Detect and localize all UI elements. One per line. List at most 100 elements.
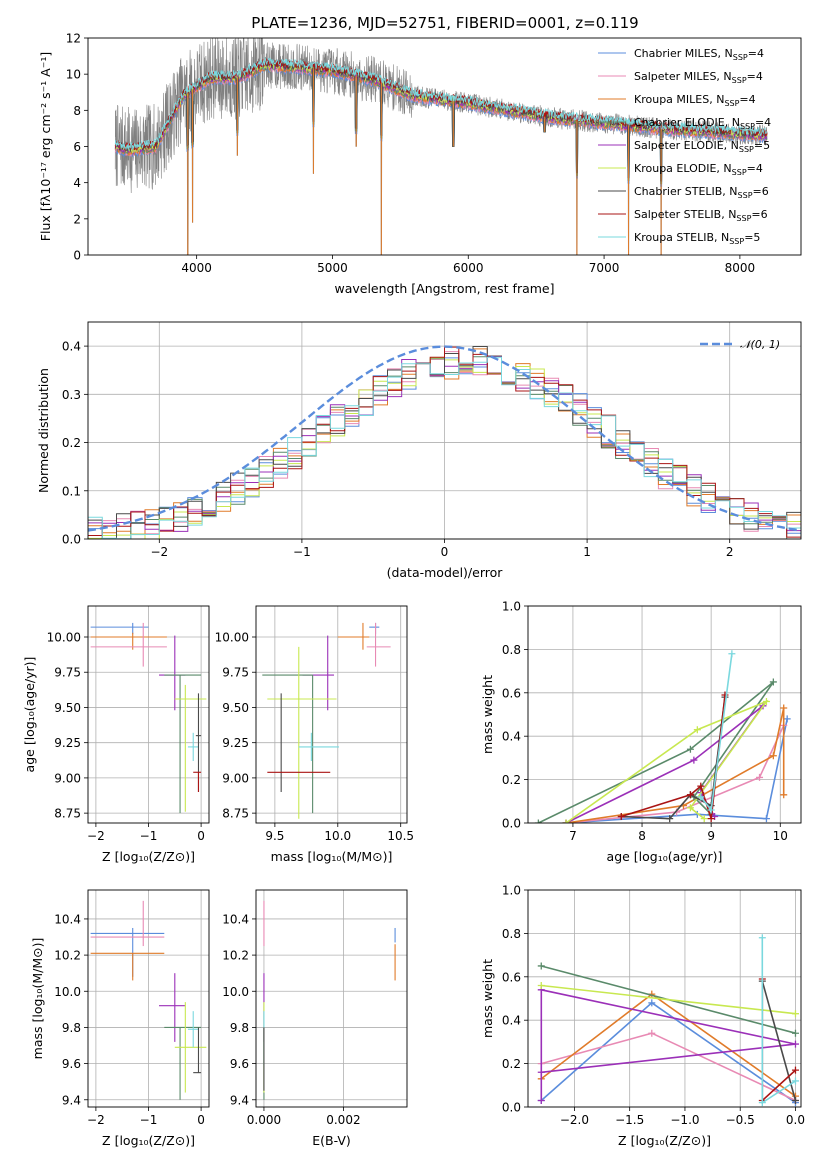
- weight-marker: [686, 791, 694, 799]
- errorbar-point: [193, 771, 202, 792]
- legend-label: Chabrier ELODIE, N: [634, 116, 740, 129]
- errorbar-point: [90, 952, 165, 981]
- y-tick-label: 9.75: [54, 666, 81, 680]
- legend-subscript: SSP: [736, 214, 751, 223]
- errorbar-point: [90, 622, 167, 667]
- histogram-salpeter-stelib: [88, 346, 801, 538]
- weight-marker: [769, 752, 777, 760]
- y-tick-label: 4: [73, 176, 81, 190]
- weight-marker: [780, 704, 788, 712]
- weight-marker: [791, 1040, 799, 1048]
- y-tick-label: 9.6: [62, 1057, 81, 1071]
- weight-marker: [721, 691, 729, 699]
- spectrum-panel: 4000 5000 6000 7000 8000 0 2 4 6 8 10 12 wavelength …: [38, 32, 802, 296]
- x-tick-label: 1: [583, 545, 591, 559]
- y-tick-label: 2: [73, 212, 81, 226]
- x-tick-label: −1: [140, 829, 158, 843]
- model-spectrum-kroupa-stelib: [114, 56, 768, 151]
- weight-marker: [690, 756, 698, 764]
- legend-entry: Kroupa ELODIE, NSSP=4: [634, 162, 763, 177]
- y-tick-label: 1.0: [502, 600, 521, 614]
- legend-label: Chabrier STELIB, N: [634, 185, 738, 198]
- weight-marker: [537, 962, 545, 970]
- y-tick-label: 0.8: [502, 927, 521, 941]
- x-tick-label: 8000: [725, 261, 756, 275]
- x-tick-label: 0.000: [247, 1113, 281, 1127]
- y-tick-label: 10.2: [222, 949, 249, 963]
- y-tick-label: 9.00: [222, 771, 249, 785]
- y-tick-label: 0.0: [502, 1101, 521, 1115]
- x-axis-label: (data-model)/error: [387, 565, 504, 580]
- y-tick-label: 8: [73, 104, 81, 118]
- y-tick-label: 0.3: [62, 388, 81, 402]
- weight-marker: [758, 1099, 766, 1107]
- weight-marker: [707, 806, 715, 814]
- legend-suffix: =5: [744, 231, 760, 244]
- weight-series-kroupa-elodie: [541, 984, 796, 1015]
- legend-label: Kroupa ELODIE, N: [634, 162, 732, 175]
- plot-area: [256, 890, 407, 1107]
- y-tick-label: 0.2: [62, 436, 81, 450]
- weight-lines: [537, 934, 799, 1107]
- normal-reference-curve: [88, 345, 799, 532]
- y-tick-label: 0.4: [502, 730, 521, 744]
- errorbar-point: [267, 646, 337, 819]
- y-tick-label: 0.2: [502, 1057, 521, 1071]
- legend-entry: 𝒩(0, 1): [740, 338, 780, 351]
- x-tick-label: −2.0: [560, 1113, 589, 1127]
- errorbar-point: [193, 1027, 202, 1074]
- x-tick-label: 9.5: [265, 829, 284, 843]
- x-tick-label: 8: [638, 829, 646, 843]
- histograms: [88, 345, 801, 539]
- x-axis-label: Z [log₁₀(Z/Z⊙)]: [618, 1133, 711, 1148]
- errorbar-point: [164, 674, 202, 814]
- y-tick-label: 0: [73, 249, 81, 263]
- errorbar-point: [90, 622, 149, 635]
- x-tick-label: −2: [150, 545, 168, 559]
- weight-marker: [686, 804, 694, 812]
- axes-frame: [87, 889, 210, 1108]
- weight-marker: [537, 1096, 545, 1104]
- weight-series-chabrier-stelib: [761, 980, 797, 1101]
- axes-frame: [255, 605, 408, 824]
- weight-series-chabrier-miles: [565, 718, 788, 823]
- errorbar-point: [262, 674, 314, 814]
- weight-lines: [534, 650, 791, 823]
- legend-suffix: =5: [754, 139, 770, 152]
- weight-marker: [648, 1029, 656, 1037]
- y-axis-label: mass weight: [480, 959, 495, 1038]
- plot-area: [256, 606, 407, 823]
- legend-entry: Salpeter MILES, NSSP=4: [634, 70, 763, 85]
- x-axis-label: age [log₁₀(age/yr)]: [607, 849, 723, 864]
- errorbar-point: [164, 1026, 202, 1100]
- x-tick-label: 0: [197, 829, 205, 843]
- y-tick-label: 10.00: [215, 631, 249, 645]
- y-tick-label: 9.6: [230, 1057, 249, 1071]
- page-title: PLATE=1236, MJD=52751, FIBERID=0001, z=0…: [251, 14, 638, 32]
- weight-marker: [758, 934, 766, 942]
- y-tick-label: 0.1: [62, 484, 81, 498]
- axes-frame: [527, 605, 802, 824]
- x-tick-label: 2: [726, 545, 734, 559]
- legend-entry: Kroupa MILES, NSSP=4: [634, 93, 756, 108]
- mass-vs-metallicity-panel: −2 −1 0 9.4 9.6 9.8 10.0 10.2 10.4 Z [log₁₀(Z/Z⊙)…: [30, 889, 210, 1148]
- legend-subscript: SSP: [738, 191, 753, 200]
- errorbar-point: [90, 900, 165, 947]
- weight-marker: [537, 981, 545, 989]
- weight-vs-age-panel: 7 8 9 10 0.0 0.2 0.4 0.6 0.8 1.0 age [log₁₀(age/yr…: [480, 600, 802, 864]
- x-axis-label: mass [log₁₀(M/M⊙)]: [271, 849, 393, 864]
- errorbars: [90, 900, 207, 1100]
- x-tick-label: −1.0: [670, 1113, 699, 1127]
- weight-marker: [693, 726, 701, 734]
- weight-marker: [762, 815, 770, 823]
- y-tick-label: 9.8: [62, 1021, 81, 1035]
- y-tick-label: 10.00: [47, 631, 81, 645]
- x-tick-label: 7: [569, 829, 577, 843]
- y-tick-label: 9.50: [222, 701, 249, 715]
- errorbars: [90, 622, 207, 814]
- weight-marker: [562, 819, 570, 823]
- y-tick-label: 10.4: [54, 912, 81, 926]
- y-tick-label: 0.6: [502, 686, 521, 700]
